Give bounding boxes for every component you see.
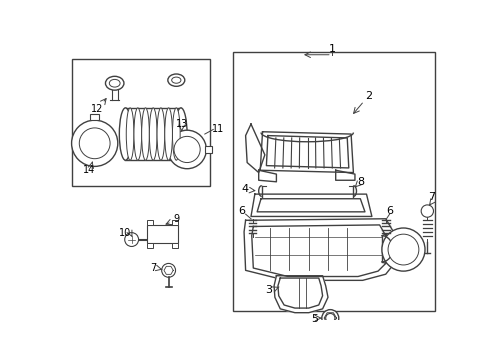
Text: 7: 7	[427, 192, 435, 202]
Bar	[147, 220, 153, 225]
Text: 9: 9	[173, 214, 179, 224]
Polygon shape	[260, 132, 353, 172]
Polygon shape	[251, 225, 385, 276]
Bar	[147, 225, 178, 243]
Bar	[233, 53, 434, 311]
Bar	[204, 145, 212, 153]
Polygon shape	[274, 276, 327, 313]
Polygon shape	[258, 170, 276, 182]
Circle shape	[79, 128, 110, 159]
Ellipse shape	[172, 108, 180, 160]
Text: 6: 6	[238, 206, 245, 216]
Polygon shape	[244, 219, 394, 280]
Ellipse shape	[119, 108, 131, 160]
Text: 13: 13	[175, 119, 187, 129]
Ellipse shape	[167, 74, 184, 86]
Text: 5: 5	[311, 314, 318, 324]
Circle shape	[387, 234, 418, 265]
Circle shape	[420, 205, 432, 217]
Text: 7: 7	[150, 263, 156, 273]
Circle shape	[325, 314, 334, 323]
Polygon shape	[335, 170, 354, 180]
Text: 6: 6	[386, 206, 392, 216]
Polygon shape	[257, 199, 364, 212]
Ellipse shape	[149, 108, 157, 160]
Text: 3: 3	[264, 285, 272, 294]
Ellipse shape	[174, 108, 187, 160]
Polygon shape	[245, 124, 264, 172]
Ellipse shape	[142, 108, 149, 160]
Bar	[147, 243, 153, 248]
Ellipse shape	[109, 80, 120, 87]
Bar	[171, 220, 178, 225]
Ellipse shape	[126, 108, 134, 160]
Ellipse shape	[134, 108, 142, 160]
Circle shape	[321, 310, 338, 327]
Text: 1: 1	[327, 44, 335, 54]
Circle shape	[167, 130, 206, 169]
Text: 12: 12	[91, 104, 103, 114]
Circle shape	[381, 228, 424, 271]
Text: 4: 4	[241, 184, 248, 194]
Ellipse shape	[157, 108, 164, 160]
Text: 11: 11	[211, 125, 224, 134]
Ellipse shape	[171, 77, 181, 83]
Text: 14: 14	[83, 165, 95, 175]
Circle shape	[71, 120, 118, 166]
Bar	[90, 114, 99, 120]
Text: 8: 8	[357, 177, 364, 187]
Bar	[171, 243, 178, 248]
Polygon shape	[277, 278, 322, 308]
Ellipse shape	[105, 76, 123, 90]
Ellipse shape	[164, 108, 172, 160]
Circle shape	[162, 264, 175, 277]
Circle shape	[174, 136, 200, 163]
Text: 2: 2	[365, 91, 371, 100]
Polygon shape	[250, 194, 371, 216]
Circle shape	[124, 233, 138, 247]
Bar	[71, 59, 210, 186]
Text: 10: 10	[119, 228, 131, 238]
Polygon shape	[266, 136, 348, 168]
